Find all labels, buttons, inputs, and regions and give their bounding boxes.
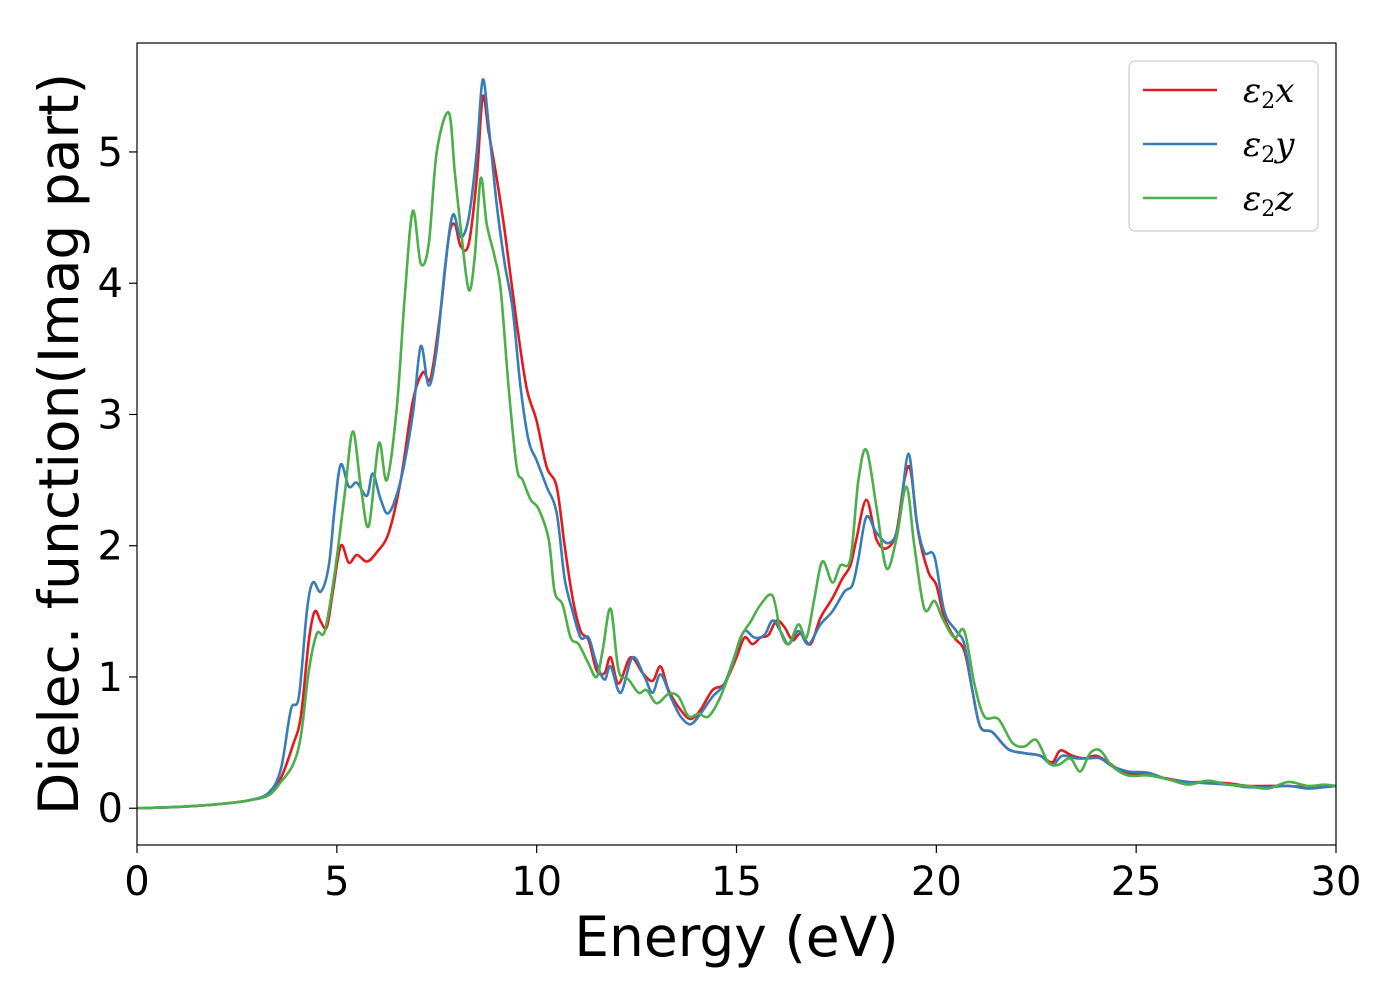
x-tick-label: 0 [124, 859, 149, 905]
y-tick-label: 2 [98, 524, 123, 570]
x-tick-label: 30 [1311, 859, 1362, 905]
x-tick-label: 25 [1111, 859, 1162, 905]
x-axis-label: Energy (eV) [574, 905, 898, 969]
legend-label-y: ε2y [1243, 125, 1295, 168]
y-tick-label: 5 [98, 130, 123, 176]
x-tick-label: 10 [511, 859, 562, 905]
y-tick-label: 1 [98, 655, 123, 701]
x-tick-label: 15 [711, 859, 762, 905]
y-tick-label: 4 [98, 261, 123, 307]
x-tick-label: 20 [911, 859, 962, 905]
legend-label-x: ε2x [1243, 71, 1294, 114]
legend-box [1128, 60, 1319, 232]
series-line-y [137, 78, 1336, 810]
x-axis: 0 5 10 15 20 25 30 [124, 845, 1361, 905]
series-line-z [137, 111, 1336, 810]
y-tick-label: 0 [98, 786, 123, 832]
series-layer [137, 78, 1336, 810]
legend-label-z: ε2z [1243, 179, 1294, 222]
x-tick-label: 5 [324, 859, 349, 905]
y-axis-label: Dielec. function(Imag part) [27, 73, 91, 815]
y-axis: 0 1 2 3 4 5 [98, 130, 137, 832]
legend: ε2x ε2y ε2z [1128, 60, 1319, 232]
y-tick-label: 3 [98, 392, 123, 438]
